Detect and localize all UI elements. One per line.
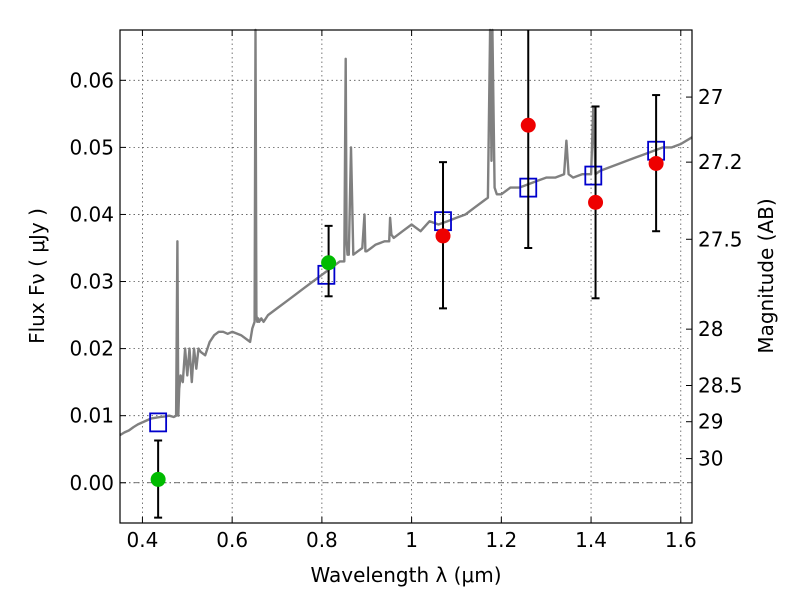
red-detection-point	[648, 155, 664, 171]
y2-tick-label: 30	[698, 447, 723, 471]
y2-tick-label: 29	[698, 410, 723, 434]
red-detection-point	[520, 117, 536, 133]
y2-axis-title: Magnitude (AB)	[754, 198, 778, 353]
y-tick-label: 0.00	[69, 471, 114, 495]
y2-tick-label: 27	[698, 85, 723, 109]
plot-background	[120, 30, 692, 523]
green-detection-point	[321, 255, 337, 271]
spectrum-line	[119, 28, 693, 437]
y-axis-ticks: 0.00 0.01 0.02 0.03 0.04 0.05 0.06	[69, 68, 126, 495]
y-tick-label: 0.03	[69, 270, 114, 294]
red-detection-point	[435, 228, 451, 244]
detection-layer	[150, 117, 664, 487]
x-tick-label: 0.8	[306, 528, 338, 552]
y2-tick-label: 27.2	[698, 150, 743, 174]
x-tick-label: 1.2	[485, 528, 517, 552]
y-tick-label: 0.06	[69, 68, 114, 92]
y-tick-label: 0.01	[69, 404, 114, 428]
model-point-marker	[149, 412, 168, 433]
y-axis-title: Flux Fν ( μJy )	[25, 208, 49, 344]
y2-axis-ticks: 27 27.2 27.5 28 28.5 29 30	[686, 85, 743, 471]
red-detection-point	[588, 194, 604, 210]
x-tick-label: 0.6	[216, 528, 248, 552]
x-tick-label: 1.6	[665, 528, 697, 552]
x-tick-label: 1	[405, 528, 418, 552]
y2-tick-label: 28.5	[698, 373, 743, 397]
model-point-marker	[584, 165, 603, 186]
x-tick-label: 0.4	[127, 528, 159, 552]
y-tick-label: 0.05	[69, 135, 114, 159]
spectrum-layer	[119, 28, 693, 437]
y2-tick-label: 27.5	[698, 227, 743, 251]
x-axis-ticks: 0.4 0.6 0.8 1 1.2 1.4 1.6	[127, 30, 697, 552]
y-tick-label: 0.04	[69, 202, 114, 226]
x-axis-title: Wavelength λ (μm)	[310, 563, 501, 587]
x-tick-label: 1.4	[575, 528, 607, 552]
plot-frame	[119, 29, 693, 524]
green-detection-point	[150, 471, 166, 487]
y-tick-label: 0.02	[69, 337, 114, 361]
grid-layer	[120, 30, 692, 523]
y2-tick-label: 28	[698, 317, 723, 341]
